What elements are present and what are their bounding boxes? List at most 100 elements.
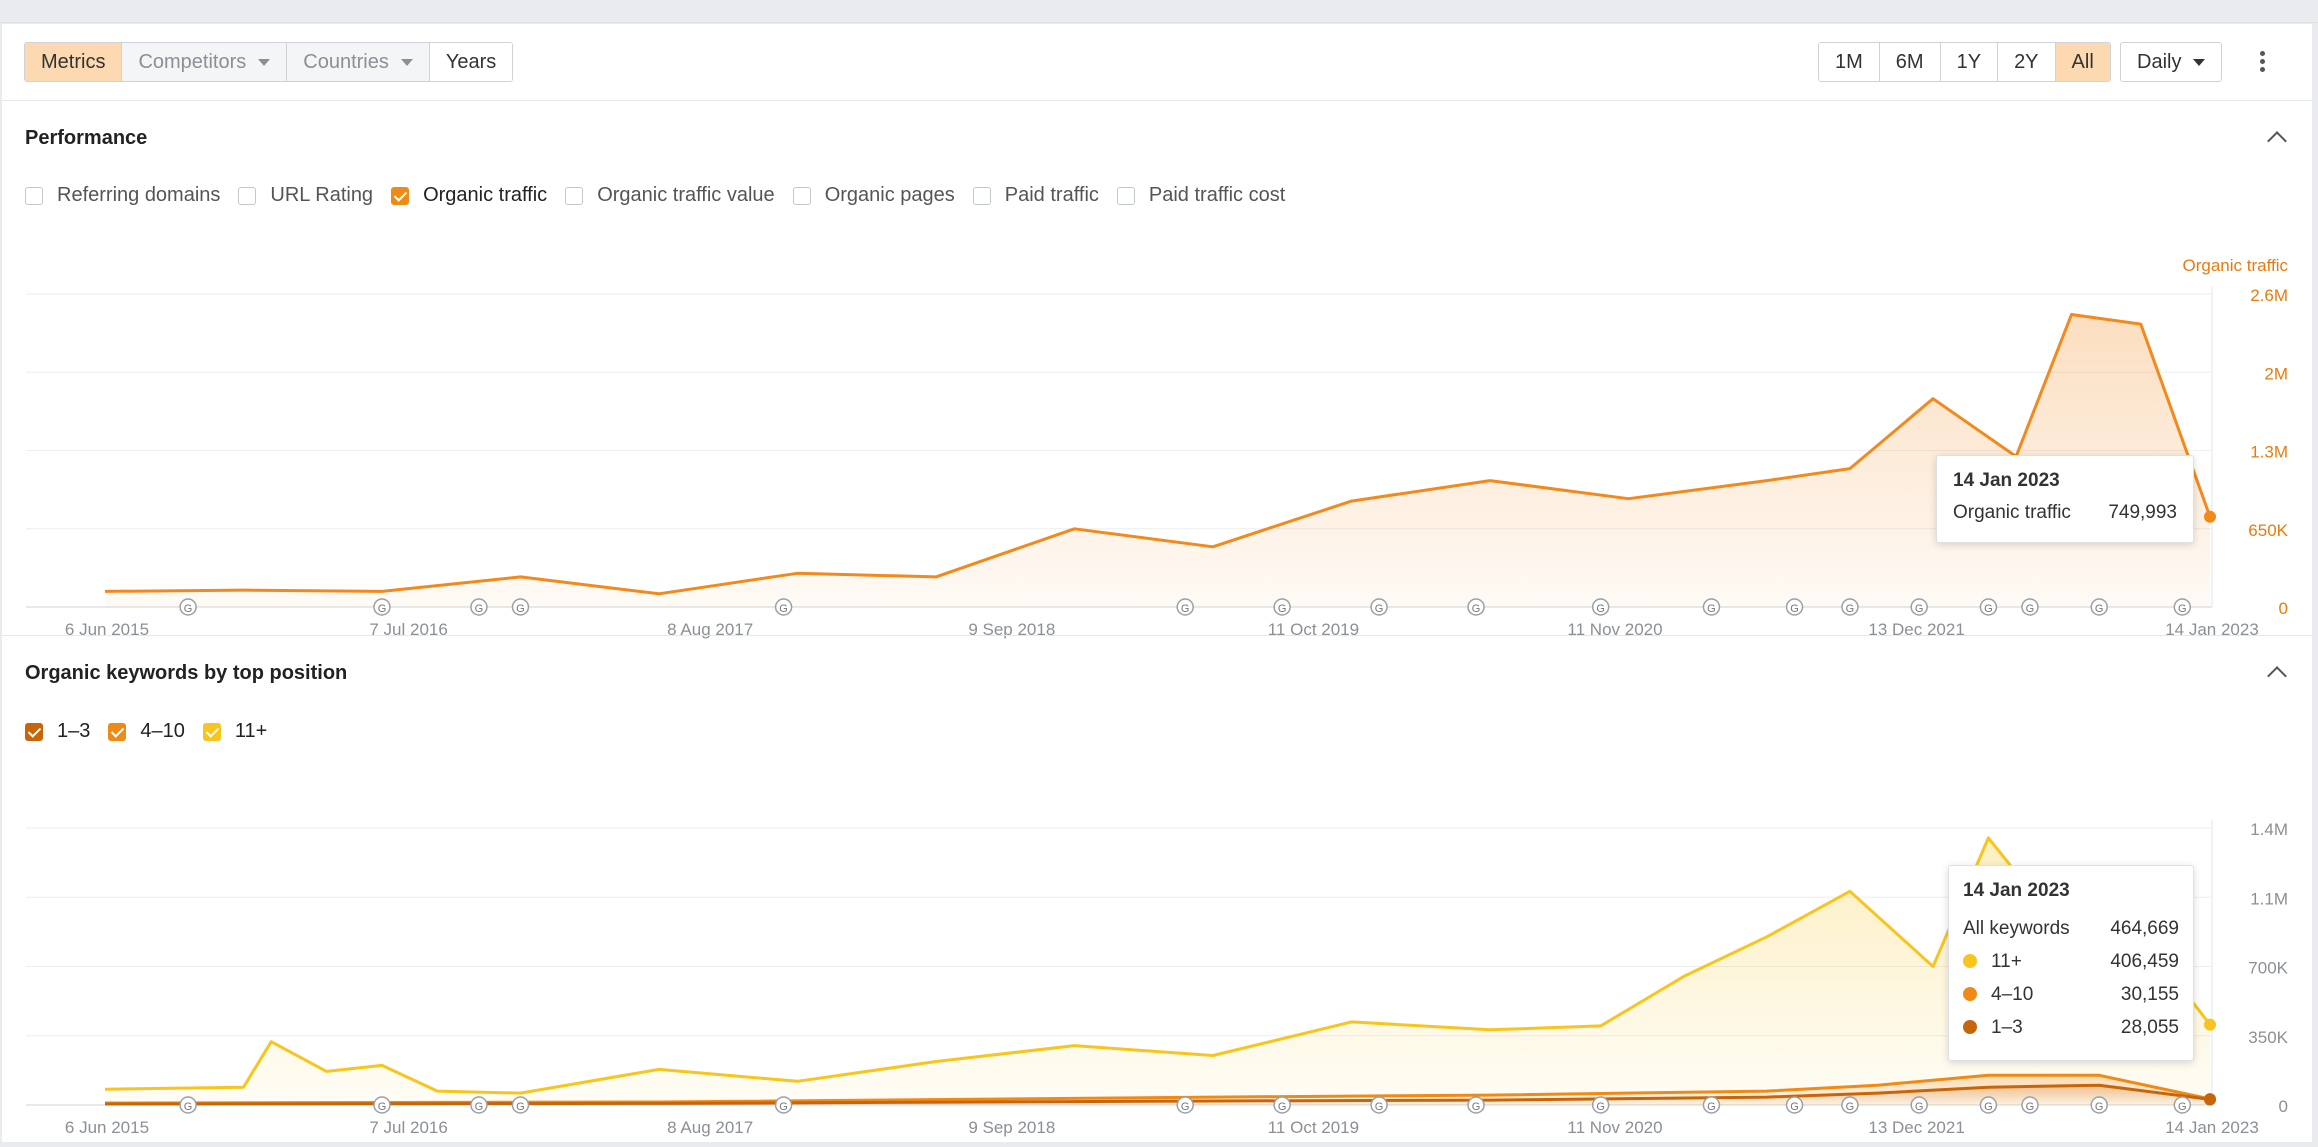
tooltip-date: 14 Jan 2023 <box>1963 880 2070 901</box>
tab-metrics[interactable]: Metrics <box>25 43 123 81</box>
tab-countries[interactable]: Countries <box>287 43 430 81</box>
google-update-glyph: G <box>779 603 788 615</box>
metric-label: Organic pages <box>824 184 955 206</box>
more-options-icon[interactable] <box>2252 48 2272 78</box>
google-update-icon <box>2090 598 2108 616</box>
google-update-glyph: G <box>1790 1101 1799 1113</box>
google-update-icon <box>1979 598 1998 616</box>
caret-down-icon <box>400 59 413 67</box>
metric-organic-pages[interactable]: Organic pages <box>792 184 955 207</box>
y-tick-label: 0 <box>2279 599 2288 618</box>
metric-organic-traffic[interactable]: Organic traffic <box>391 184 547 207</box>
range-6m-button[interactable]: 6M <box>1879 43 1941 81</box>
tab-competitors[interactable]: Competitors <box>122 43 288 81</box>
collapse-performance-icon[interactable] <box>2267 131 2287 151</box>
google-update-glyph: G <box>2178 1101 2187 1113</box>
checkbox-icon <box>792 186 811 205</box>
google-update-glyph: G <box>1375 1101 1384 1113</box>
tooltip-value: 749,993 <box>2108 502 2177 523</box>
x-tick-label: 14 Jan 2023 <box>2165 1118 2259 1137</box>
x-tick-label: 14 Jan 2023 <box>2165 620 2259 639</box>
metric-label: Organic traffic value <box>597 184 775 206</box>
tooltip-row-value: 406,459 <box>2110 950 2179 972</box>
legend-1-3[interactable]: 1–3 <box>25 720 90 743</box>
google-update-glyph: G <box>2095 1101 2104 1113</box>
legend-label: 4–10 <box>140 720 185 742</box>
keywords-tooltip: 14 Jan 2023 All keywords 464,669 11+ 406,4… <box>1948 865 2194 1061</box>
metric-organic-traffic-value[interactable]: Organic traffic value <box>565 184 775 207</box>
checkbox-icon <box>565 186 584 205</box>
y-axis-label: Organic traffic <box>2182 256 2288 275</box>
google-update-icon <box>511 598 530 616</box>
x-tick-label: 6 Jun 2015 <box>65 1118 149 1137</box>
google-update-icon <box>1910 1096 1928 1114</box>
y-tick-label: 2M <box>2264 364 2288 383</box>
google-update-glyph: G <box>1181 603 1190 615</box>
google-update-icon <box>1785 1096 1804 1114</box>
x-tick-label: 6 Jun 2015 <box>65 620 149 639</box>
google-update-glyph: G <box>1278 603 1287 615</box>
google-update-glyph: G <box>1472 603 1481 615</box>
range-1m-button[interactable]: 1M <box>1819 43 1880 81</box>
google-update-glyph: G <box>1181 1101 1190 1113</box>
tooltip-row-label: All keywords <box>1963 917 2070 939</box>
series-area-Organic-traffic <box>105 314 2210 607</box>
google-update-icon <box>1273 598 1291 616</box>
checkbox-checked-icon <box>391 186 410 205</box>
metric-referring-domains[interactable]: Referring domains <box>25 184 220 207</box>
collapse-keywords-icon[interactable] <box>2267 666 2287 686</box>
metric-paid-traffic-cost[interactable]: Paid traffic cost <box>1116 184 1286 207</box>
google-update-glyph: G <box>1278 1101 1287 1113</box>
google-update-icon <box>2090 1096 2108 1114</box>
checkbox-icon <box>972 186 991 205</box>
tooltip-row-all: All keywords 464,669 <box>1963 912 2179 945</box>
organic-traffic-chart[interactable]: 0 650K 1.3M 2M 2.6M 6 Jun 2015 7 Jul 2016 8 Aug… <box>2 244 2312 644</box>
metric-paid-traffic[interactable]: Paid traffic <box>972 184 1099 207</box>
keywords-chart[interactable]: 0 350K 700K 1.1M 1.4M 6 Jun 2015 7 Jul 2016 8 A… <box>2 780 2312 1142</box>
tab-years[interactable]: Years <box>429 43 513 81</box>
google-update-glyph: G <box>2026 1101 2035 1113</box>
legend-label: 11+ <box>234 720 268 742</box>
tooltip-row-label: 1–3 <box>1991 1016 2023 1038</box>
tooltip-row-1-3: 1–3 28,055 <box>1963 1011 2179 1044</box>
tooltip-row-11-plus: 11+ 406,459 <box>1963 945 2179 978</box>
tooltip-row-label: 4–10 <box>1991 983 2034 1005</box>
y-tick-label: 350K <box>2248 1028 2288 1047</box>
tab-competitors-label: Competitors <box>138 51 247 73</box>
series-line-1-3 <box>104 1083 2211 1106</box>
tooltip-row-label: 11+ <box>1991 950 2022 972</box>
google-update-glyph: G <box>1915 1101 1924 1113</box>
performance-metric-toggles: Referring domains URL Rating Organic tra… <box>25 184 1303 207</box>
google-update-icon <box>774 1096 793 1114</box>
google-update-icon <box>1591 1096 1610 1114</box>
google-update-glyph: G <box>1596 603 1605 615</box>
series-endpoint <box>2204 510 2216 523</box>
tab-countries-label: Countries <box>303 51 389 73</box>
series-area-11- <box>105 837 2210 1105</box>
metric-label: Referring domains <box>57 184 221 206</box>
range-2y-button[interactable]: 2Y <box>1998 43 2056 81</box>
google-update-icon <box>470 1096 488 1114</box>
series-line-4-10 <box>104 1073 2211 1105</box>
legend-11-plus[interactable]: 11+ <box>202 720 268 743</box>
google-update-icon <box>1467 598 1485 616</box>
range-selector: 1M 6M 1Y 2Y All <box>1818 42 2111 82</box>
series-endpoint <box>2204 1093 2216 1106</box>
x-tick-label: 9 Sep 2018 <box>968 1118 1055 1137</box>
google-update-glyph: G <box>779 1101 788 1113</box>
x-tick-label: 11 Nov 2020 <box>1567 620 1662 639</box>
google-update-icon <box>179 598 197 616</box>
metric-url-rating[interactable]: URL Rating <box>238 184 373 207</box>
tab-years-label: Years <box>445 51 497 73</box>
metric-label: Paid traffic cost <box>1148 184 1286 206</box>
checkbox-icon <box>238 186 257 205</box>
range-all-button[interactable]: All <box>2055 43 2110 81</box>
legend-4-10[interactable]: 4–10 <box>108 720 185 743</box>
google-update-glyph: G <box>2178 603 2187 615</box>
metric-label: Paid traffic <box>1004 184 1099 206</box>
top-strip <box>0 0 2318 23</box>
y-tick-label: 700K <box>2248 959 2288 978</box>
interval-dropdown[interactable]: Daily <box>2120 42 2223 82</box>
range-1y-button[interactable]: 1Y <box>1940 43 1999 81</box>
x-tick-label: 13 Dec 2021 <box>1868 620 1964 639</box>
